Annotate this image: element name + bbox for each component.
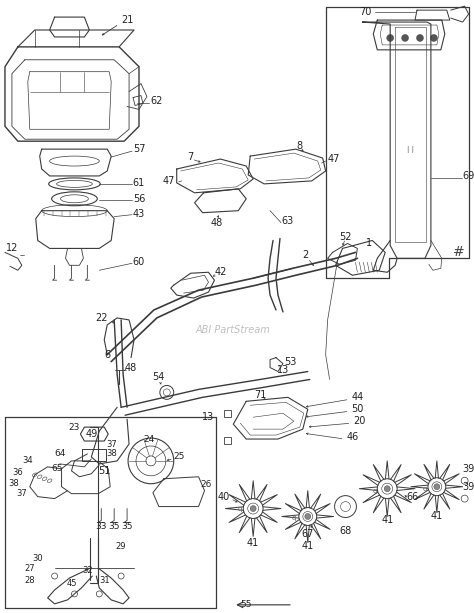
Text: 34: 34: [22, 457, 33, 465]
Text: 36: 36: [12, 468, 23, 478]
Text: 38: 38: [9, 479, 19, 488]
Text: 60: 60: [133, 257, 145, 267]
Text: 55: 55: [240, 600, 252, 609]
Text: q: q: [238, 506, 243, 511]
Text: 44: 44: [351, 392, 364, 402]
Text: 30: 30: [32, 554, 43, 563]
Text: #: #: [453, 245, 465, 259]
Text: 1: 1: [366, 238, 373, 248]
Text: 31: 31: [99, 576, 109, 585]
Text: 46: 46: [346, 432, 358, 442]
Text: 53: 53: [284, 357, 296, 367]
Text: 43: 43: [133, 208, 145, 219]
Text: 70: 70: [359, 7, 372, 17]
Text: 69: 69: [463, 171, 474, 181]
Text: 13: 13: [202, 412, 215, 422]
Text: 26: 26: [201, 480, 212, 489]
Text: ABI PartStream: ABI PartStream: [196, 325, 271, 335]
Text: 12: 12: [6, 243, 18, 253]
Text: 35: 35: [109, 522, 120, 531]
Text: 66: 66: [406, 492, 418, 501]
Circle shape: [417, 34, 423, 42]
Text: 6: 6: [104, 349, 110, 360]
Circle shape: [305, 514, 311, 519]
Text: 61: 61: [133, 178, 145, 188]
Bar: [224, 437, 231, 444]
Text: 64: 64: [54, 449, 65, 459]
Text: 38: 38: [106, 449, 117, 459]
Text: 62: 62: [151, 96, 163, 107]
Text: 41: 41: [301, 541, 314, 551]
Text: 37: 37: [106, 440, 117, 449]
Text: | |: | |: [407, 146, 413, 153]
Text: 48: 48: [125, 362, 137, 373]
Text: 48: 48: [210, 218, 223, 227]
Text: 25: 25: [173, 452, 184, 462]
Text: 7: 7: [188, 152, 194, 162]
Text: 20: 20: [353, 416, 365, 426]
Text: 52: 52: [339, 232, 352, 242]
Text: 51: 51: [98, 466, 110, 476]
Text: 29: 29: [116, 542, 127, 550]
Text: 71: 71: [254, 390, 266, 400]
Text: 63: 63: [282, 216, 294, 226]
Text: 32: 32: [82, 566, 93, 574]
Text: 2: 2: [303, 250, 309, 261]
Text: 33: 33: [96, 522, 107, 531]
Text: 27: 27: [25, 563, 35, 573]
Text: 45: 45: [66, 579, 77, 587]
Circle shape: [430, 34, 438, 42]
Text: 57: 57: [133, 144, 145, 154]
Text: 54: 54: [153, 373, 165, 383]
Text: 24: 24: [143, 435, 155, 444]
Text: 56: 56: [133, 194, 145, 204]
Circle shape: [250, 506, 256, 511]
Circle shape: [387, 34, 393, 42]
Text: 21: 21: [121, 15, 133, 25]
Bar: [224, 410, 231, 417]
Text: 35: 35: [121, 522, 133, 531]
Text: 41: 41: [381, 516, 393, 525]
Text: 39: 39: [463, 464, 474, 474]
Text: 37: 37: [17, 489, 27, 498]
Circle shape: [401, 34, 409, 42]
Text: 28: 28: [25, 576, 35, 585]
Text: 65: 65: [52, 464, 64, 473]
Text: 39: 39: [463, 482, 474, 492]
Text: 22: 22: [95, 313, 108, 323]
Text: 50: 50: [351, 404, 364, 414]
Circle shape: [384, 485, 390, 492]
Text: 47: 47: [163, 176, 175, 186]
Text: 40: 40: [217, 492, 229, 501]
Circle shape: [434, 484, 440, 490]
Text: 23: 23: [69, 422, 80, 432]
Text: 42: 42: [214, 267, 227, 277]
Text: q: q: [292, 516, 296, 522]
Text: 67: 67: [301, 530, 314, 539]
Text: 13: 13: [277, 365, 289, 375]
Text: 49: 49: [85, 429, 98, 439]
Text: 8: 8: [297, 141, 303, 151]
Text: 41: 41: [247, 538, 259, 548]
Text: 68: 68: [339, 527, 352, 536]
Text: q: q: [423, 485, 427, 492]
Text: q: q: [373, 488, 377, 493]
Text: 47: 47: [328, 154, 340, 164]
Text: 41: 41: [431, 511, 443, 522]
